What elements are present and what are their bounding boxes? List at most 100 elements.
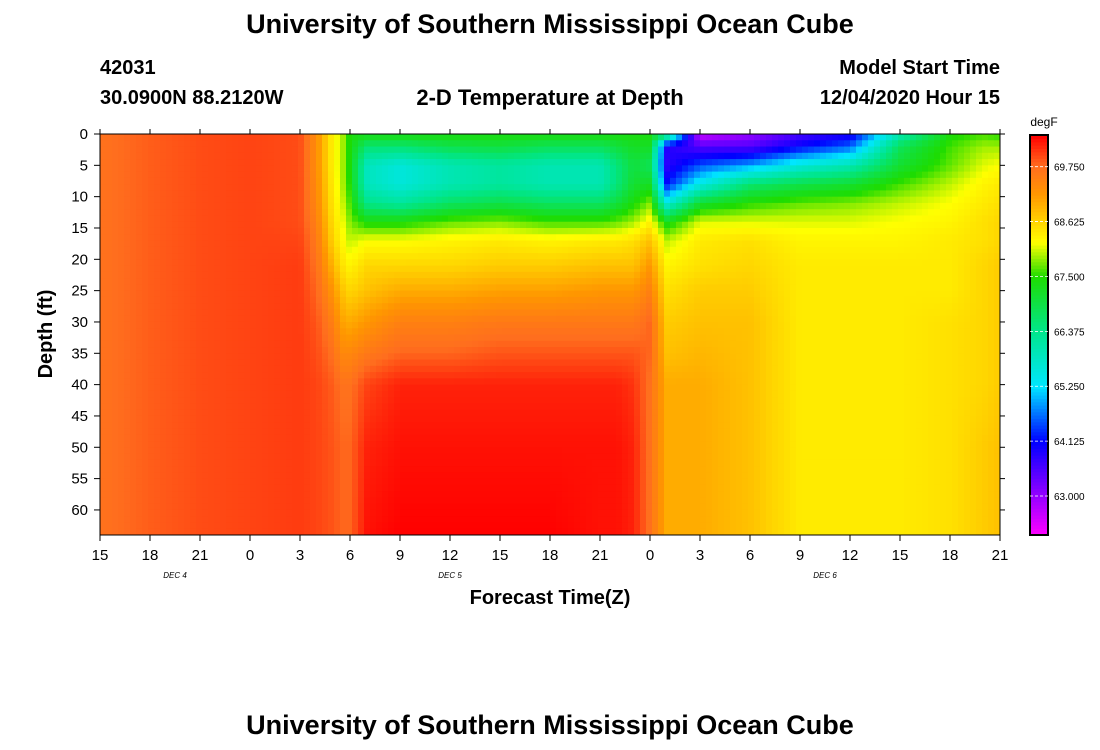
heatmap-cell xyxy=(346,159,353,166)
heatmap-cell xyxy=(490,265,497,273)
heatmap-cell xyxy=(484,359,491,367)
heatmap-cell xyxy=(154,422,161,430)
heatmap-cell xyxy=(106,253,113,260)
heatmap-cell xyxy=(376,353,383,361)
heatmap-cell xyxy=(442,528,449,535)
heatmap-cell xyxy=(406,234,413,242)
heatmap-cell xyxy=(196,234,203,242)
heatmap-cell xyxy=(478,509,485,517)
heatmap-cell xyxy=(466,328,473,336)
heatmap-cell xyxy=(190,447,197,455)
heatmap-cell xyxy=(124,522,131,530)
heatmap-cell xyxy=(352,271,359,279)
heatmap-cell xyxy=(340,227,347,235)
heatmap-cell xyxy=(418,447,425,455)
heatmap-cell xyxy=(334,259,341,267)
heatmap-cell xyxy=(376,328,383,336)
heatmap-cell xyxy=(544,215,551,223)
heatmap-cell xyxy=(220,321,227,329)
heatmap-cell xyxy=(268,253,275,260)
heatmap-cell xyxy=(214,246,221,254)
heatmap-cell xyxy=(250,165,257,173)
heatmap-cell xyxy=(208,315,215,323)
heatmap-cell xyxy=(238,359,245,367)
heatmap-cell xyxy=(328,253,335,260)
heatmap-cell xyxy=(214,253,221,260)
heatmap-cell xyxy=(496,509,503,517)
heatmap-cell xyxy=(382,528,389,535)
heatmap-cell xyxy=(334,353,341,361)
heatmap-cell xyxy=(562,453,569,461)
heatmap-cell xyxy=(292,196,299,204)
heatmap-cell xyxy=(484,259,491,267)
heatmap-cell xyxy=(184,365,191,373)
heatmap-cell xyxy=(370,259,377,267)
heatmap-cell xyxy=(262,227,269,235)
heatmap-cell xyxy=(376,390,383,398)
heatmap-cell xyxy=(430,303,437,311)
heatmap-cell xyxy=(544,240,551,248)
heatmap-cell xyxy=(538,359,545,367)
heatmap-cell xyxy=(244,453,251,461)
heatmap-cell xyxy=(472,453,479,461)
heatmap-cell xyxy=(238,478,245,486)
heatmap-cell xyxy=(412,227,419,235)
heatmap-cell xyxy=(274,347,281,354)
heatmap-cell xyxy=(124,353,131,361)
heatmap-cell xyxy=(250,296,257,304)
heatmap-cell xyxy=(520,315,527,323)
heatmap-cell xyxy=(472,246,479,254)
heatmap-cell xyxy=(442,215,449,223)
heatmap-cell xyxy=(286,265,293,273)
heatmap-cell xyxy=(178,265,185,273)
heatmap-cell xyxy=(160,271,167,279)
heatmap-cell xyxy=(448,227,455,235)
heatmap-cell xyxy=(466,284,473,292)
heatmap-cell xyxy=(424,428,431,436)
heatmap-cell xyxy=(250,491,257,499)
heatmap-cell xyxy=(214,240,221,248)
heatmap-cell xyxy=(298,466,305,473)
heatmap-cell xyxy=(178,390,185,398)
heatmap-cell xyxy=(532,528,539,535)
heatmap-cell xyxy=(442,134,449,141)
heatmap-cell xyxy=(514,372,521,379)
heatmap-cell xyxy=(286,503,293,511)
heatmap-cell xyxy=(316,171,323,179)
heatmap-cell xyxy=(298,372,305,379)
heatmap-cell xyxy=(190,365,197,373)
heatmap-cell xyxy=(262,202,269,210)
heatmap-cell xyxy=(520,378,527,386)
heatmap-cell xyxy=(220,296,227,304)
heatmap-cell xyxy=(148,509,155,517)
heatmap-cell xyxy=(202,303,209,311)
heatmap-cell xyxy=(124,165,131,173)
heatmap-cell xyxy=(514,278,521,285)
heatmap-cell xyxy=(472,365,479,373)
heatmap-cell xyxy=(556,340,563,348)
heatmap-cell xyxy=(196,240,203,248)
heatmap-cell xyxy=(382,190,389,198)
heatmap-cell xyxy=(376,340,383,348)
heatmap-cell xyxy=(172,253,179,260)
heatmap-cell xyxy=(268,171,275,179)
heatmap-cell xyxy=(358,271,365,279)
heatmap-cell xyxy=(460,422,467,430)
heatmap-cell xyxy=(508,190,515,198)
heatmap-cell xyxy=(292,528,299,535)
heatmap-cell xyxy=(430,334,437,342)
heatmap-cell xyxy=(256,234,263,242)
heatmap-cell xyxy=(550,321,557,329)
heatmap-cell xyxy=(316,397,323,405)
heatmap-cell xyxy=(502,177,509,185)
heatmap-cell xyxy=(370,472,377,480)
heatmap-cell xyxy=(148,353,155,361)
heatmap-cell xyxy=(154,390,161,398)
heatmap-cell xyxy=(496,384,503,392)
heatmap-cell xyxy=(490,453,497,461)
heatmap-cell xyxy=(244,190,251,198)
heatmap-cell xyxy=(472,459,479,467)
heatmap-cell xyxy=(406,453,413,461)
heatmap-cell xyxy=(124,441,131,448)
heatmap-cell xyxy=(262,503,269,511)
